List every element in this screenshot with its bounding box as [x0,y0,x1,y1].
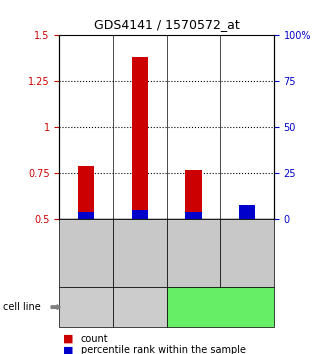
Bar [78,212,94,219]
Text: Sporadic
PD-derived
iPSCs: Sporadic PD-derived iPSCs [119,292,161,322]
Text: percentile rank within the sample: percentile rank within the sample [81,346,246,354]
Bar [132,210,148,219]
Text: GSM701544: GSM701544 [189,228,198,279]
Bar [185,212,202,219]
Text: ■: ■ [63,334,73,344]
Text: control
IPSCs: control IPSCs [73,297,100,317]
Text: GSM701543: GSM701543 [135,228,144,279]
Bar [185,170,202,219]
Bar [78,166,94,219]
Text: cell line: cell line [3,302,41,312]
Text: GSM701545: GSM701545 [243,228,251,279]
Title: GDS4141 / 1570572_at: GDS4141 / 1570572_at [94,18,240,32]
Text: ■: ■ [63,346,73,354]
Bar [239,212,255,219]
Bar [239,205,255,219]
Text: count: count [81,334,109,344]
Text: presenilin 2 (PS2)
iPSCs: presenilin 2 (PS2) iPSCs [186,297,254,317]
Bar [132,57,148,219]
Text: GSM701542: GSM701542 [82,228,91,279]
